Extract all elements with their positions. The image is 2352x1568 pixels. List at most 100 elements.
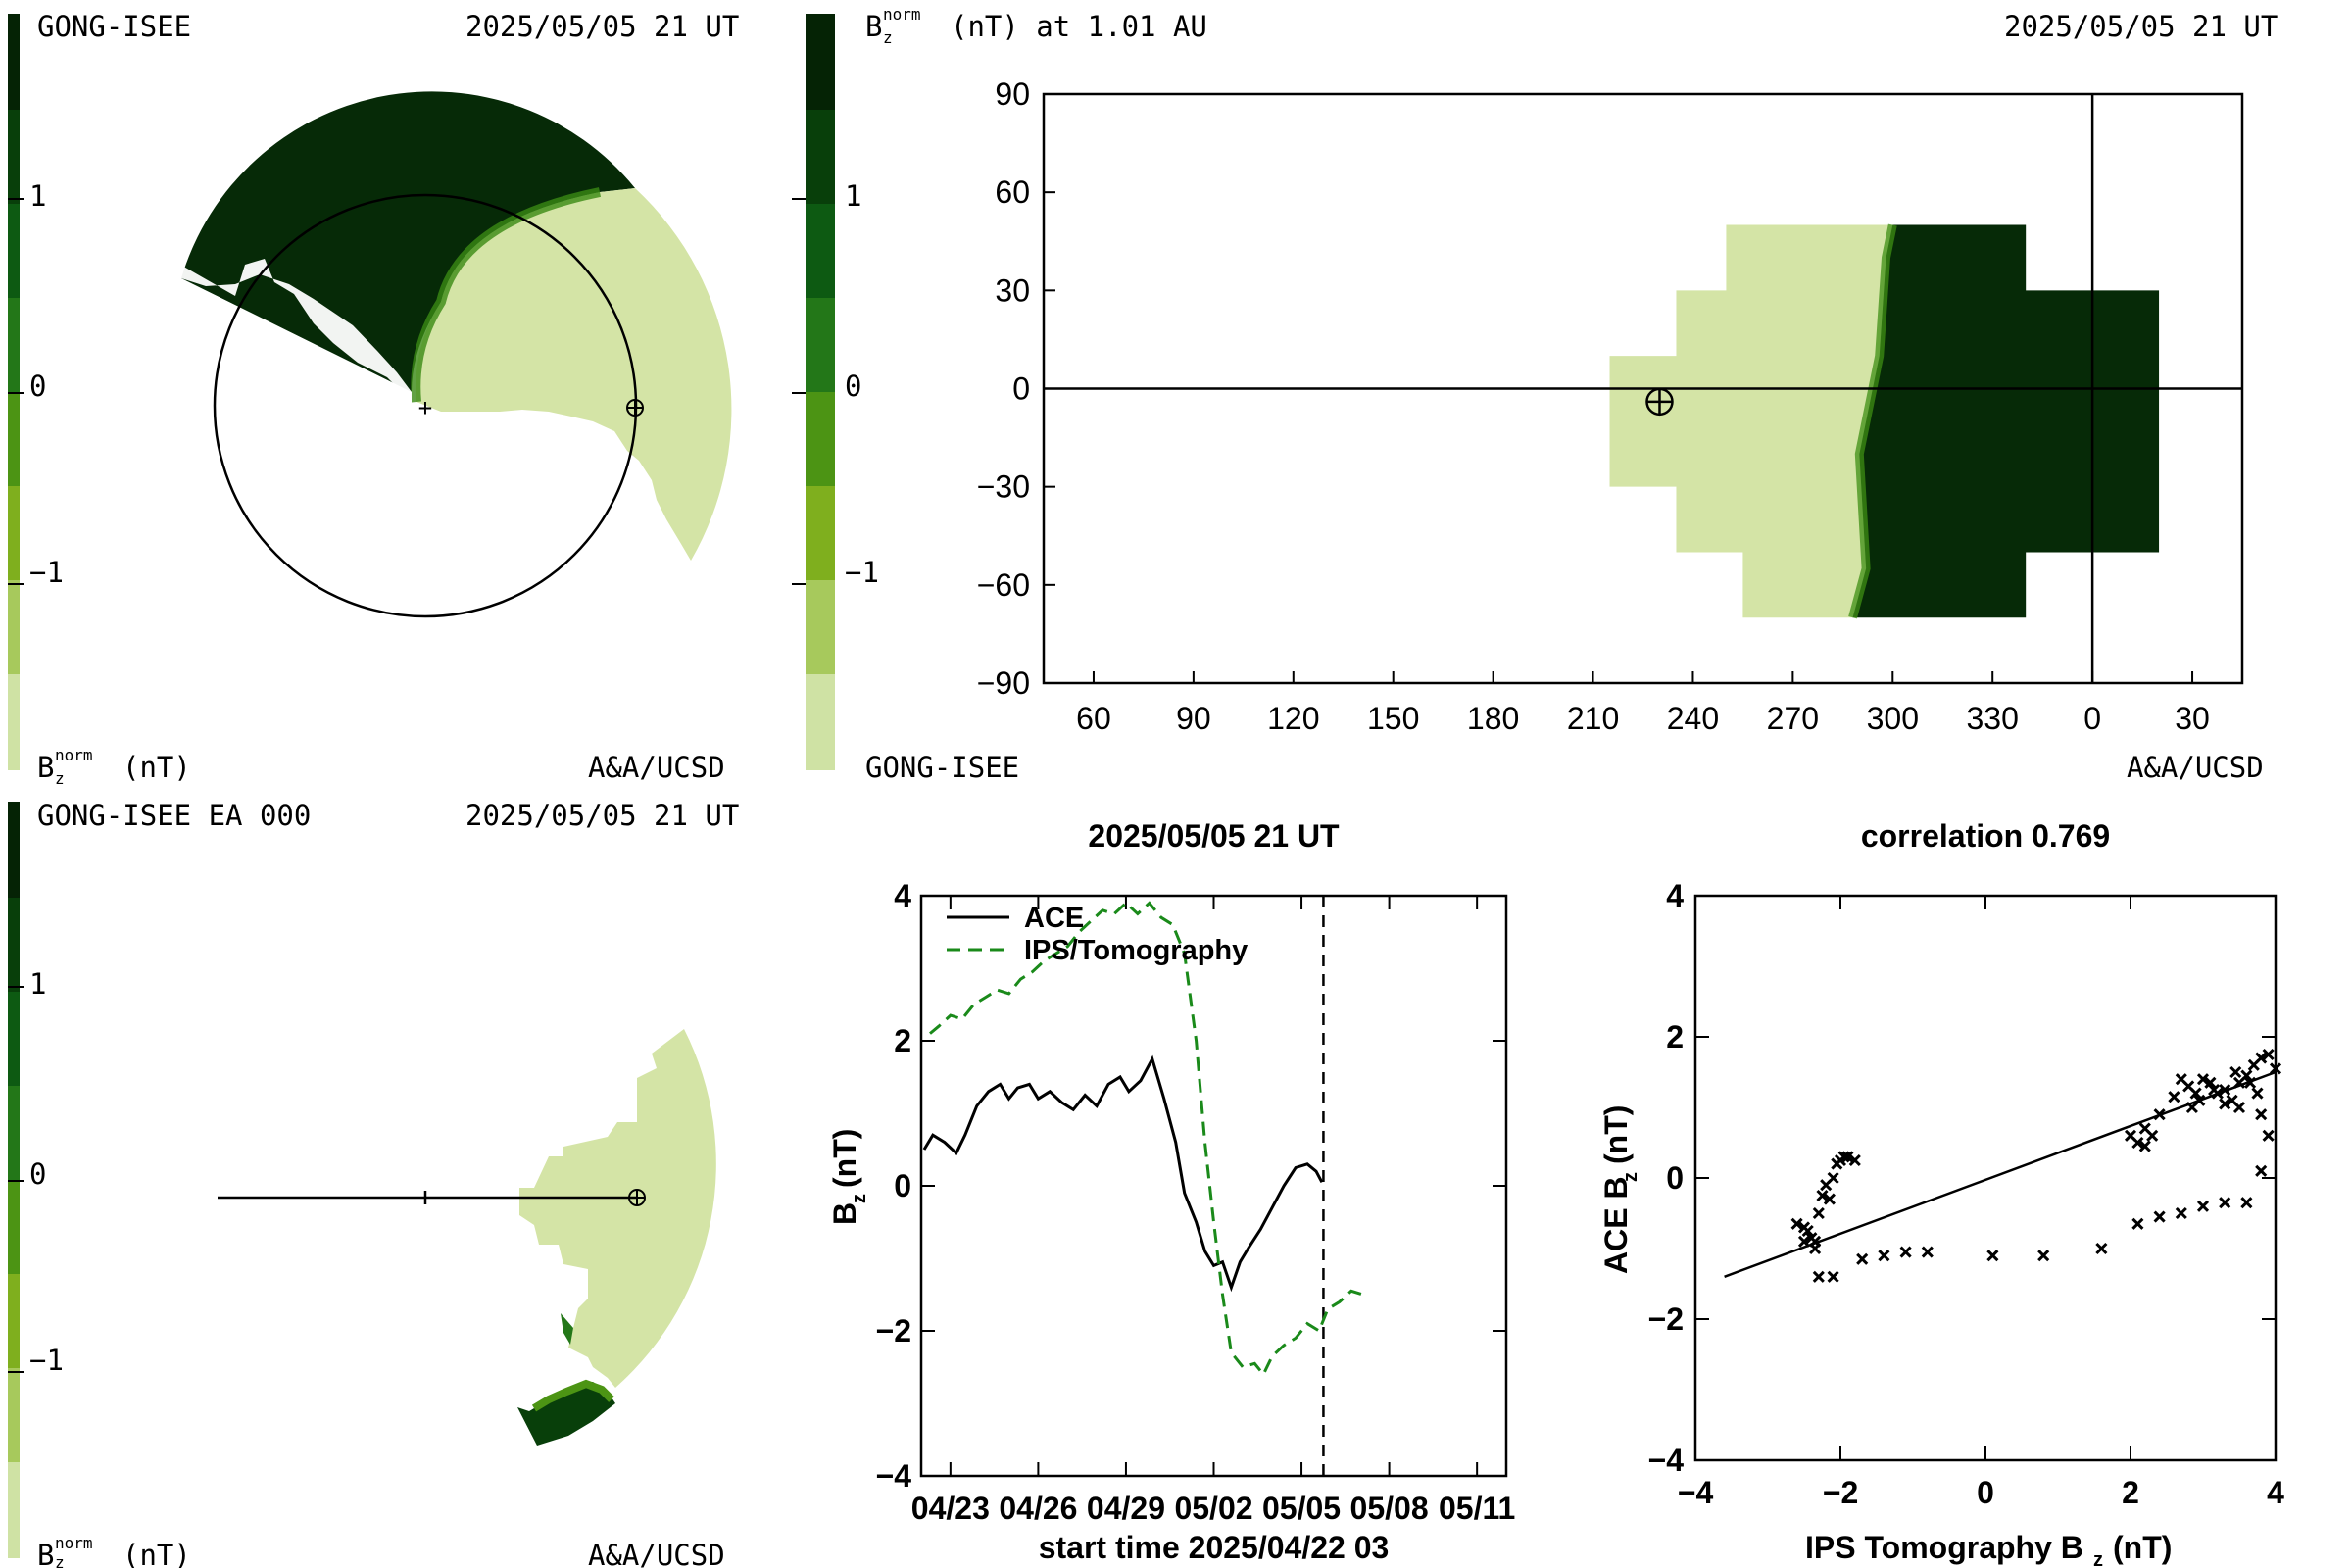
scatter-x-tick-label: −4 xyxy=(1678,1475,1714,1510)
field-region-light xyxy=(416,188,732,561)
colorbar-segment xyxy=(806,392,835,486)
colorbar-tick-label: 0 xyxy=(29,1157,46,1191)
scatter-point xyxy=(2240,1197,2253,1209)
earth-icon xyxy=(626,399,644,416)
colorbar-segment xyxy=(8,1368,20,1462)
colorbar-segment xyxy=(8,1180,20,1274)
map-x-tick-label: 90 xyxy=(1176,701,1211,736)
scatter-point xyxy=(1827,1171,1839,1185)
map-x-tick-label: 330 xyxy=(1967,701,2019,736)
map-x-tick-label: 150 xyxy=(1367,701,1419,736)
colorbar-tick-label: 0 xyxy=(29,369,46,403)
scatter-point xyxy=(2251,1087,2264,1100)
colorbar-segment xyxy=(8,802,20,898)
scatter-y-label-unit: (nT) xyxy=(1598,1105,1634,1164)
map-x-tick-label: 120 xyxy=(1267,701,1319,736)
colorbar-tick-label: 1 xyxy=(845,179,861,213)
time-series-y-axis-label: Bz (nT) xyxy=(827,1129,870,1225)
scatter-point xyxy=(2269,1062,2282,1075)
bottom-left-credit: A&A/UCSD xyxy=(588,1539,725,1568)
colorbar-segment xyxy=(806,298,835,392)
colorbar-segment xyxy=(8,898,20,992)
field-boundary xyxy=(411,187,602,403)
scatter-point xyxy=(1812,1270,1825,1283)
earth-icon xyxy=(628,1189,646,1206)
bottom-left-colorbar-label: B z norm (nT) xyxy=(37,1534,191,1568)
svg-text:z: z xyxy=(883,28,893,47)
legend-label: ACE xyxy=(1024,903,1084,934)
time-series-x-label: start time 2025/04/22 03 xyxy=(1039,1530,1390,1565)
scatter-point xyxy=(1986,1250,1999,1262)
time-series-x-tick-label: 05/08 xyxy=(1350,1491,1429,1526)
time-series-y-tick-label: −4 xyxy=(876,1458,912,1494)
colorbar-segment xyxy=(8,204,20,298)
field-region-light xyxy=(519,1029,716,1388)
scatter-point xyxy=(2095,1242,2108,1255)
scatter-point xyxy=(2132,1217,2144,1230)
scatter-x-tick-label: 4 xyxy=(2267,1475,2284,1510)
map-region-dark xyxy=(1852,224,2160,618)
scatter-x-label-sub: z xyxy=(2093,1549,2103,1568)
map-y-tick-label: 90 xyxy=(995,76,1030,112)
scatter-x-tick-label: 2 xyxy=(2122,1475,2139,1510)
colorbar-segment xyxy=(8,392,20,486)
scatter-y-tick-label: −2 xyxy=(1648,1301,1684,1337)
map-y-tick-label: −30 xyxy=(977,469,1030,505)
top-right-source: GONG-ISEE xyxy=(865,751,1019,784)
scatter-y-tick-label: 0 xyxy=(1666,1160,1684,1196)
map-x-tick-label: 180 xyxy=(1467,701,1519,736)
colorbar-segment xyxy=(8,486,20,580)
map-gap xyxy=(167,257,412,402)
top-left-credit: A&A/UCSD xyxy=(588,751,725,784)
colorbar-segment xyxy=(8,14,20,110)
scatter-x-label: IPS Tomography B xyxy=(1805,1530,2083,1565)
scatter-point xyxy=(1797,1235,1811,1248)
top-left-source: GONG-ISEE xyxy=(37,10,191,43)
colorbar-tick-label: 0 xyxy=(845,369,861,403)
scatter-point xyxy=(1878,1250,1890,1262)
colorbar-segment xyxy=(8,674,20,770)
bottom-left-colorbar: 1 0 −1 xyxy=(8,802,64,1558)
scatter-title: correlation 0.769 xyxy=(1861,818,2110,854)
colorbar-tick-label: 1 xyxy=(29,967,46,1001)
scatter-point xyxy=(2196,1200,2210,1212)
scatter-point xyxy=(2175,1206,2187,1220)
scatter-point xyxy=(2196,1073,2210,1086)
scatter-point xyxy=(1827,1270,1839,1283)
colorbar-segment xyxy=(8,1462,20,1558)
map-x-tick-label: 270 xyxy=(1767,701,1819,736)
scatter-point xyxy=(2189,1087,2202,1100)
colorbar-tick-label: −1 xyxy=(845,556,879,589)
map-x-tick-label: 30 xyxy=(2175,701,2210,736)
colorbar-segment xyxy=(806,110,835,204)
scatter-point xyxy=(1809,1242,1822,1255)
time-series-x-tick-label: 05/02 xyxy=(1174,1491,1252,1526)
map-y-tick-label: −90 xyxy=(977,665,1030,701)
scatter-point xyxy=(2168,1091,2180,1103)
scatter-point xyxy=(1921,1246,1934,1258)
time-series-x-tick-label: 04/29 xyxy=(1087,1491,1165,1526)
colorbar-segment xyxy=(806,14,835,110)
scatter-point xyxy=(1790,1217,1803,1230)
time-series-y-tick-label: 2 xyxy=(894,1023,911,1058)
scatter-point xyxy=(1848,1153,1861,1167)
colorbar-segment xyxy=(806,580,835,674)
scatter-point xyxy=(1838,1151,1850,1163)
top-left-panel: GONG-ISEE 2025/05/05 21 UT 1 0 −1 + xyxy=(8,10,739,788)
colorbar-segment xyxy=(8,298,20,392)
colorbar-tick-label: 1 xyxy=(29,179,46,213)
map-x-tick-label: 0 xyxy=(2083,701,2101,736)
time-series-x-tick-label: 05/05 xyxy=(1262,1491,1341,1526)
time-series-x-tick-label: 04/23 xyxy=(911,1491,990,1526)
time-series-y-label-unit: (nT) xyxy=(827,1129,862,1188)
sun-marker: + xyxy=(418,394,432,421)
map-boundary xyxy=(1848,223,1897,619)
map-x-tick-label: 210 xyxy=(1567,701,1619,736)
svg-text:z: z xyxy=(55,1553,65,1568)
map-y-tick-label: −60 xyxy=(977,567,1030,603)
svg-text:norm: norm xyxy=(55,1534,93,1552)
colorbar-segment xyxy=(806,486,835,580)
svg-text:B: B xyxy=(865,10,882,43)
scatter-point xyxy=(2255,1108,2268,1121)
top-right-title: B z norm (nT) at 1.01 AU xyxy=(865,5,1207,47)
